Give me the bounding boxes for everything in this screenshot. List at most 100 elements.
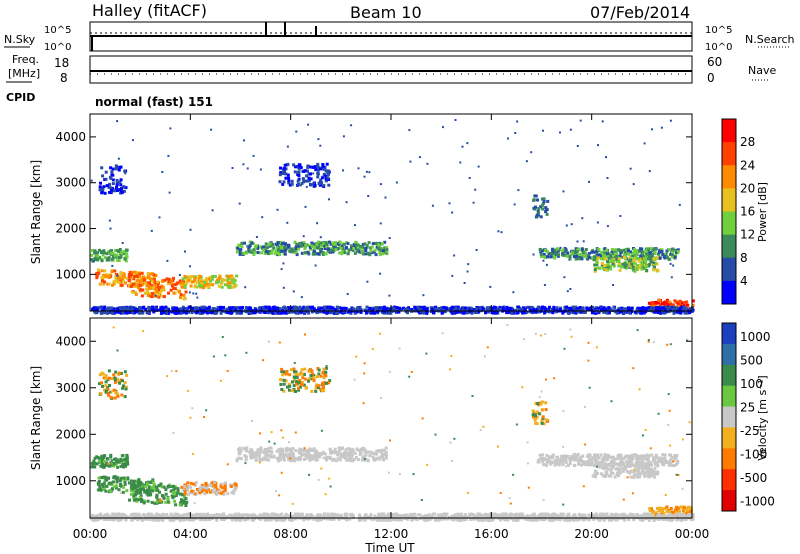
data-cell <box>656 252 660 256</box>
data-cell <box>249 448 253 452</box>
data-cell <box>291 380 294 384</box>
data-cell <box>549 460 553 464</box>
data-cell <box>590 250 594 254</box>
data-cell <box>325 243 329 246</box>
data-cell <box>641 466 645 470</box>
data-cell <box>166 496 170 500</box>
data-cell <box>640 247 644 251</box>
data-cell <box>130 482 134 486</box>
data-cell <box>364 247 368 250</box>
data-cell <box>265 246 269 250</box>
data-cell <box>179 293 183 297</box>
colorbar-segment <box>722 234 736 259</box>
data-cell <box>320 176 324 180</box>
data-cell <box>357 250 361 254</box>
data-cell <box>295 375 299 379</box>
data-cell <box>492 305 496 309</box>
data-cell <box>120 272 124 276</box>
data-cell <box>354 224 356 227</box>
data-cell <box>239 457 243 461</box>
data-cell <box>591 256 595 260</box>
data-cell <box>205 277 208 281</box>
data-cell <box>123 276 127 279</box>
data-cell <box>121 386 125 390</box>
data-cell <box>338 251 342 255</box>
data-cell <box>562 190 565 193</box>
data-cell <box>357 167 360 170</box>
data-cell <box>109 396 113 400</box>
data-cell <box>97 488 101 492</box>
data-cell <box>540 254 544 258</box>
data-cell <box>650 510 654 514</box>
data-cell <box>191 306 194 310</box>
data-cell <box>252 253 256 256</box>
data-cell <box>167 280 171 284</box>
data-cell <box>263 518 267 522</box>
data-cell <box>546 199 550 203</box>
data-cell <box>381 252 385 256</box>
data-cell <box>639 464 643 467</box>
data-cell <box>610 250 614 254</box>
data-cell <box>140 294 144 298</box>
data-cell <box>363 450 367 454</box>
data-cell <box>367 241 371 245</box>
data-cell <box>319 178 323 182</box>
data-cell <box>561 251 565 255</box>
data-cell <box>552 307 556 311</box>
data-cell <box>144 307 148 311</box>
data-cell <box>648 460 652 464</box>
data-cell <box>329 305 333 309</box>
data-cell <box>676 303 680 307</box>
data-cell <box>120 484 124 488</box>
data-cell <box>671 303 675 307</box>
data-cell <box>597 461 601 464</box>
data-cell <box>342 169 344 172</box>
data-cell <box>306 169 309 173</box>
data-cell <box>282 370 286 374</box>
data-cell <box>93 249 97 253</box>
data-cell <box>136 482 140 486</box>
data-cell <box>663 507 667 511</box>
data-cell <box>546 460 550 464</box>
data-cell <box>300 296 303 299</box>
data-cell <box>116 458 119 462</box>
data-cell <box>102 460 106 463</box>
data-cell <box>321 451 325 455</box>
data-cell <box>451 211 454 214</box>
data-cell <box>451 274 454 277</box>
data-cell <box>116 465 120 469</box>
data-cell <box>100 454 104 458</box>
data-cell <box>287 452 291 456</box>
data-cell <box>105 461 109 465</box>
data-cell <box>202 305 206 309</box>
data-cell <box>261 245 265 249</box>
data-cell <box>143 291 147 295</box>
data-cell <box>154 514 158 518</box>
data-cell <box>155 295 159 298</box>
data-cell <box>110 487 114 491</box>
data-cell <box>327 249 331 253</box>
data-cell <box>153 501 157 505</box>
data-cell <box>106 311 110 315</box>
data-cell <box>253 245 257 249</box>
data-cell <box>129 479 133 483</box>
power-colorbar-label: Power [dB] <box>756 182 769 242</box>
data-cell <box>305 454 309 458</box>
data-cell <box>318 244 322 248</box>
data-cell <box>489 285 492 288</box>
data-cell <box>107 275 111 279</box>
data-cell <box>242 252 246 256</box>
data-cell <box>551 310 555 314</box>
data-cell <box>124 387 128 391</box>
data-cell <box>624 467 628 471</box>
data-cell <box>479 306 482 310</box>
freq-unit: [MHz] <box>8 67 40 80</box>
data-cell <box>636 475 640 479</box>
data-cell <box>135 310 139 314</box>
data-cell <box>222 306 225 309</box>
data-cell <box>636 458 640 462</box>
data-cell <box>129 281 133 285</box>
data-cell <box>194 481 198 485</box>
data-cell <box>268 454 272 457</box>
data-cell <box>523 307 527 311</box>
